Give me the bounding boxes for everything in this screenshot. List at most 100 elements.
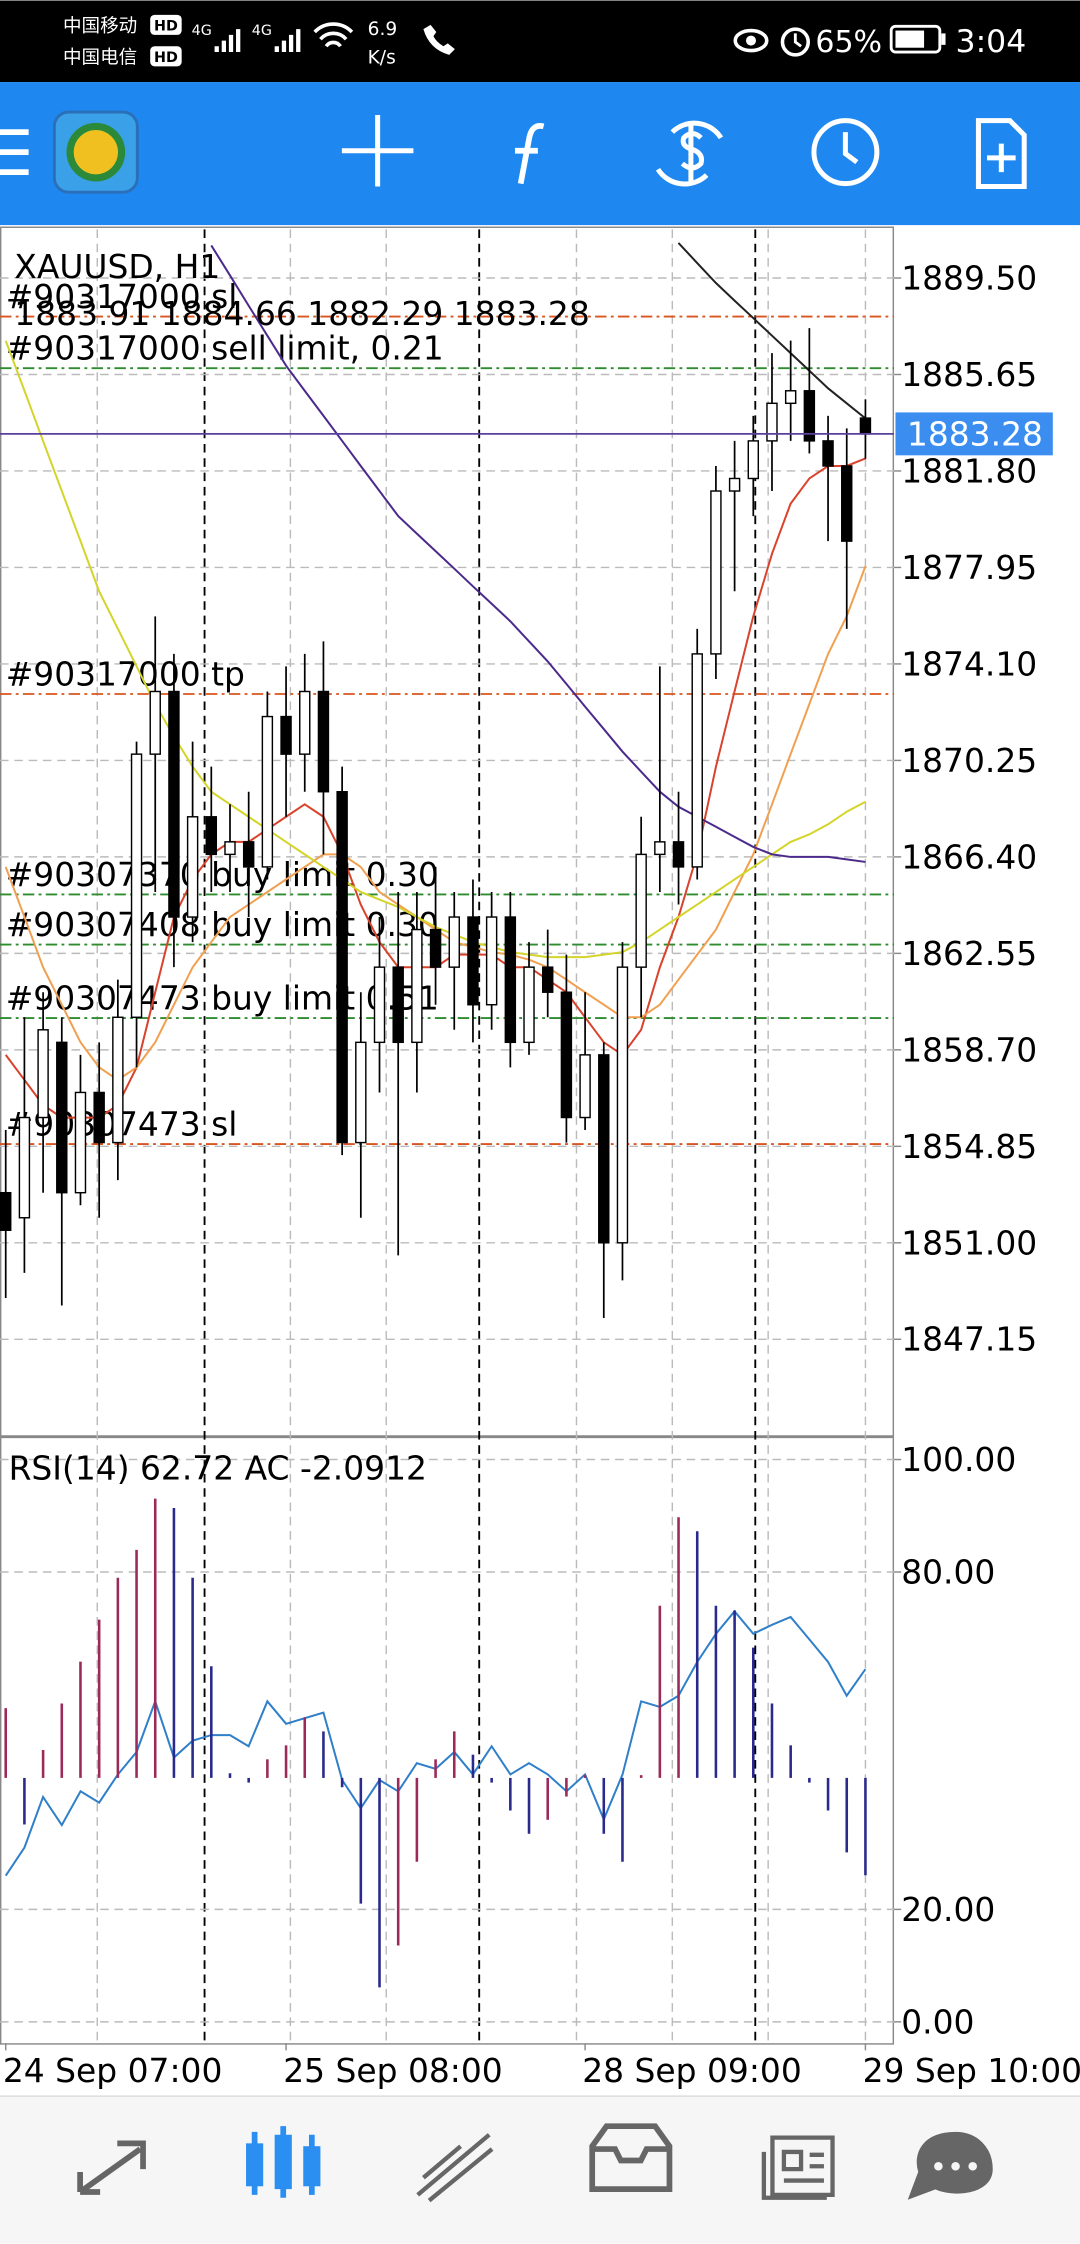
battery-icon (889, 24, 942, 54)
candle-body (280, 715, 292, 755)
candle-body (710, 490, 722, 655)
candle-body (411, 928, 423, 1044)
candle-body (523, 966, 535, 1044)
signal-icon (214, 29, 241, 53)
y-tick-label: 1851.00 (901, 1223, 1037, 1262)
chat-tab[interactable] (907, 2131, 993, 2200)
candle-body (93, 1091, 105, 1144)
trade-tab[interactable] (416, 2133, 494, 2203)
series-value: -2.0912 (300, 1449, 427, 1488)
candle-body (74, 1091, 87, 1194)
candle-body (149, 690, 161, 755)
order-label: #90317000 sl (6, 277, 238, 316)
candle-body (186, 816, 199, 918)
candle-body (747, 440, 760, 480)
hd: HD (154, 50, 178, 66)
y-tick-label: 80.00 (901, 1552, 995, 1591)
candle-body (355, 1041, 367, 1144)
x-tick-label: 28 Sep 09:00 (582, 2051, 802, 2090)
battery-tip (941, 33, 946, 45)
candle-body (616, 966, 629, 1244)
candle-body (654, 841, 666, 856)
candle-body (299, 690, 311, 755)
wifi-icon (313, 22, 354, 48)
battery-percent: 65% (815, 25, 882, 60)
low: 1882.29 (307, 294, 443, 333)
candle-body (728, 477, 741, 492)
hd: HD (154, 19, 178, 35)
menu-button[interactable] (0, 129, 29, 176)
open: 1883.91 (14, 294, 150, 333)
candle-body (672, 841, 685, 868)
y-tick-label: 1862.55 (901, 934, 1037, 973)
candle-body (504, 916, 517, 1044)
carrier: 中国移动 (63, 16, 137, 37)
plot-border (0, 226, 895, 2045)
price-label-box (895, 412, 1053, 456)
candle-body (841, 465, 853, 542)
y-tick-label: 1889.50 (901, 258, 1037, 297)
x-tick-label: 25 Sep 08:00 (283, 2051, 503, 2090)
indicator-header: RSI(14) 62.72 AC -2.0912 (9, 1449, 427, 1488)
eye-icon (745, 35, 756, 46)
series-value: 62.72 (140, 1449, 234, 1488)
nav-icons (77, 2123, 993, 2203)
order-label: #90317000 sell limit, 0.21 (6, 329, 444, 368)
candle-body (0, 1191, 12, 1231)
signal-icon (274, 29, 301, 53)
candle-body (112, 1016, 124, 1144)
order-label: #90317000 tp (6, 654, 245, 693)
ohlc-header: 1883.91 1884.66 1882.29 1883.28 (14, 294, 589, 333)
candle-body (336, 791, 348, 1144)
carrier: 中国电信 (63, 47, 137, 68)
y-tick-label: 100.00 (901, 1440, 1016, 1479)
indicators-button[interactable] (514, 123, 545, 185)
candle-body (56, 1041, 68, 1194)
close: 1883.28 (454, 294, 590, 333)
chart-title: XAUUSD, H1 (14, 247, 220, 286)
y-tick-label: 1885.65 (901, 355, 1037, 394)
candle-body (579, 1054, 591, 1119)
speed-unit: K/s (368, 47, 396, 68)
candle-body (317, 690, 330, 793)
candle-body (467, 916, 479, 1006)
candle-body (168, 690, 180, 918)
candle-body (598, 1054, 610, 1244)
quotes-tab[interactable] (77, 2140, 146, 2195)
price-plot: #90317000 sl #90317000 sell limit, 0.21 #9… (0, 242, 895, 1341)
period-button (842, 132, 859, 165)
status-content: 中国移动 中国电信 HD HD 4G 4G 6.9 K/s 65% 3:04 (63, 14, 1027, 68)
crosshair-button[interactable] (341, 114, 414, 187)
candle-body (766, 402, 778, 442)
candle-body (261, 715, 274, 868)
hd-badge (150, 14, 182, 35)
history-tab[interactable] (589, 2123, 673, 2192)
toolbar-icons (0, 110, 1027, 194)
period-button[interactable] (811, 118, 880, 187)
alarm-icon (780, 27, 810, 57)
y-tick-label: 20.00 (901, 1890, 995, 1929)
candle-body (803, 390, 816, 442)
candle-body (242, 841, 255, 868)
order-label: #90307473 buy limit 0.51 (6, 978, 439, 1017)
order-label: #90307370 buy limit 0.30 (6, 855, 439, 894)
trade-button[interactable] (655, 120, 724, 187)
clock: 3:04 (956, 24, 1027, 60)
candle-body (392, 966, 404, 1044)
new-order-button[interactable] (975, 118, 1027, 189)
candle-body (373, 966, 386, 1044)
call-icon (423, 24, 455, 55)
chart-tab[interactable] (246, 2126, 321, 2198)
candle-body (37, 1029, 49, 1119)
speed: 6.9 (368, 19, 398, 40)
candle-body (224, 841, 236, 856)
candle-body (448, 916, 460, 968)
y-tick-label: 1858.70 (901, 1030, 1037, 1069)
news-tab[interactable] (761, 2135, 835, 2200)
price-label: 1883.28 (907, 414, 1043, 453)
y-tick-label: 0.00 (901, 2002, 974, 2041)
series-name: AC (245, 1449, 290, 1488)
y-tick-label: 1870.25 (901, 741, 1037, 780)
